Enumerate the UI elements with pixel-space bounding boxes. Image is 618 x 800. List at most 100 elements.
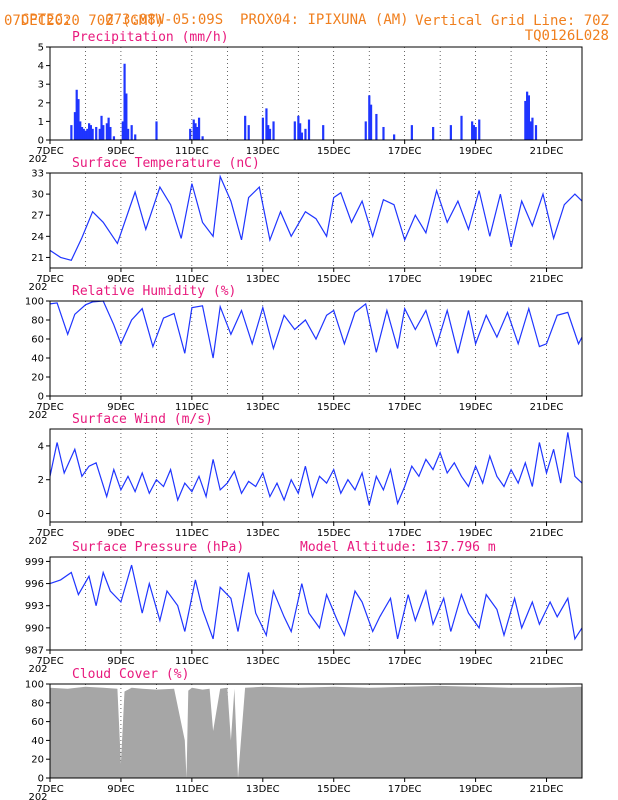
precip-bar xyxy=(70,125,73,140)
precip-bar xyxy=(531,117,534,140)
y-tick-label: 40 xyxy=(31,354,44,365)
precip-bar xyxy=(299,123,302,140)
precip-bar xyxy=(109,126,112,140)
x-tick-label: 13DEC xyxy=(246,528,280,539)
precip-bar xyxy=(432,126,435,140)
y-tick-label: 0 xyxy=(38,392,44,403)
y-tick-label: 990 xyxy=(25,623,44,634)
x-tick-label: 9DEC xyxy=(107,402,134,413)
y-tick-label: 20 xyxy=(31,373,44,384)
y-tick-label: 33 xyxy=(31,169,44,180)
x-tick-label: 17DEC xyxy=(388,274,422,285)
precip-bar xyxy=(268,128,272,140)
precip-bar xyxy=(393,134,396,140)
x-tick-label: 11DEC xyxy=(175,146,209,157)
x-tick-label: 21DEC xyxy=(530,402,564,413)
panel-frame xyxy=(49,300,583,397)
precip-bar xyxy=(155,121,158,140)
precip-bar xyxy=(300,132,304,140)
y-tick-label: 993 xyxy=(25,601,44,612)
x-tick-label: 15DEC xyxy=(317,784,351,795)
precip-bar xyxy=(304,128,307,140)
precip-bar xyxy=(107,117,110,140)
precip-bar xyxy=(82,128,85,140)
year-label: 202 xyxy=(28,410,47,421)
precip-bar xyxy=(382,126,385,140)
x-tick-label: 9DEC xyxy=(107,656,134,667)
precip-bar xyxy=(98,128,101,140)
x-tick-label: 13DEC xyxy=(246,274,280,285)
x-tick-label: 7DEC xyxy=(36,656,63,667)
x-tick-label: 19DEC xyxy=(459,146,493,157)
x-tick-label: 11DEC xyxy=(175,656,209,667)
y-tick-label: 30 xyxy=(31,190,44,201)
x-tick-label: 17DEC xyxy=(388,402,422,413)
precip-bar xyxy=(471,121,474,140)
precip-bar xyxy=(77,99,80,140)
panel-frame xyxy=(49,46,583,141)
panel-1: 21 24 27 30 33 7DEC 9DEC 11DEC 13DEC 15DEC 17DEC 19… xyxy=(28,156,583,293)
series-line xyxy=(49,564,583,641)
precip-bar xyxy=(201,136,204,140)
x-tick-label: 15DEC xyxy=(317,146,351,157)
y-tick-label: 40 xyxy=(31,736,44,747)
precip-bar xyxy=(80,126,84,140)
x-tick-label: 13DEC xyxy=(246,146,280,157)
precip-bar xyxy=(375,113,378,140)
precip-bar xyxy=(192,119,195,140)
precip-bar xyxy=(244,115,247,140)
precip-bar xyxy=(265,108,268,140)
panel-annotation: Model Altitude: 137.796 m xyxy=(300,540,496,555)
precip-bar xyxy=(197,117,201,140)
y-tick-label: 0 xyxy=(38,509,44,520)
header-coords: 073:08W-05:09S xyxy=(105,12,224,28)
precip-bar xyxy=(112,136,116,140)
precip-bar xyxy=(123,63,126,140)
x-tick-label: 21DEC xyxy=(530,146,564,157)
x-tick-label: 11DEC xyxy=(175,784,209,795)
y-tick-label: 60 xyxy=(31,335,44,346)
x-tick-label: 15DEC xyxy=(317,656,351,667)
x-tick-label: 7DEC xyxy=(36,528,63,539)
y-tick-label: 1 xyxy=(38,117,44,128)
precip-bar xyxy=(125,93,128,140)
x-tick-label: 19DEC xyxy=(459,402,493,413)
panel-4: 987 990 993 996 999 7DEC 9DEC 11DEC 13DEC 15DEC 17… xyxy=(25,540,583,675)
precip-bar xyxy=(364,121,367,140)
series-line xyxy=(49,432,583,506)
precip-bar xyxy=(247,125,250,140)
y-tick-label: 5 xyxy=(38,43,44,54)
header-grid-note: Vertical Grid Line: 70Z xyxy=(415,13,609,29)
panel-0: 0 1 2 3 4 5 7DEC 9DEC 11DEC 13DEC 15DEC 17DEC 19DEC 2… xyxy=(28,30,583,165)
precip-bar xyxy=(534,125,538,140)
panel-5: 0 20 40 60 80 100 7DEC 9DEC 11DEC 13DEC 15DEC 17DEC… xyxy=(25,667,583,800)
precip-bar xyxy=(134,134,137,140)
precip-bar xyxy=(88,123,91,140)
precip-bar xyxy=(478,119,481,140)
header-datetime: 07DEC2020 70Z (GMT) xyxy=(4,13,165,29)
y-tick-label: 27 xyxy=(31,211,44,222)
precip-bar xyxy=(95,126,98,140)
precip-bar xyxy=(130,125,133,140)
precip-bar xyxy=(105,123,108,140)
x-tick-label: 11DEC xyxy=(175,274,209,285)
x-tick-label: 21DEC xyxy=(530,528,564,539)
x-tick-label: 21DEC xyxy=(530,274,564,285)
series-line xyxy=(49,174,583,262)
precip-bar xyxy=(297,115,300,140)
y-tick-label: 20 xyxy=(31,755,44,766)
panel-frame xyxy=(49,683,583,779)
precip-bar xyxy=(526,91,529,140)
precip-bar xyxy=(261,117,264,140)
y-tick-label: 999 xyxy=(25,557,44,568)
x-tick-label: 7DEC xyxy=(36,402,63,413)
panel-title: Relative Humidity (%) xyxy=(72,284,236,299)
precip-bar xyxy=(293,121,296,140)
precip-bar xyxy=(127,128,130,140)
precip-bar xyxy=(474,126,477,140)
y-tick-label: 24 xyxy=(31,232,44,243)
x-tick-label: 17DEC xyxy=(388,784,422,795)
precip-bar xyxy=(449,125,452,140)
x-tick-label: 21DEC xyxy=(530,784,564,795)
year-label: 202 xyxy=(28,792,47,800)
